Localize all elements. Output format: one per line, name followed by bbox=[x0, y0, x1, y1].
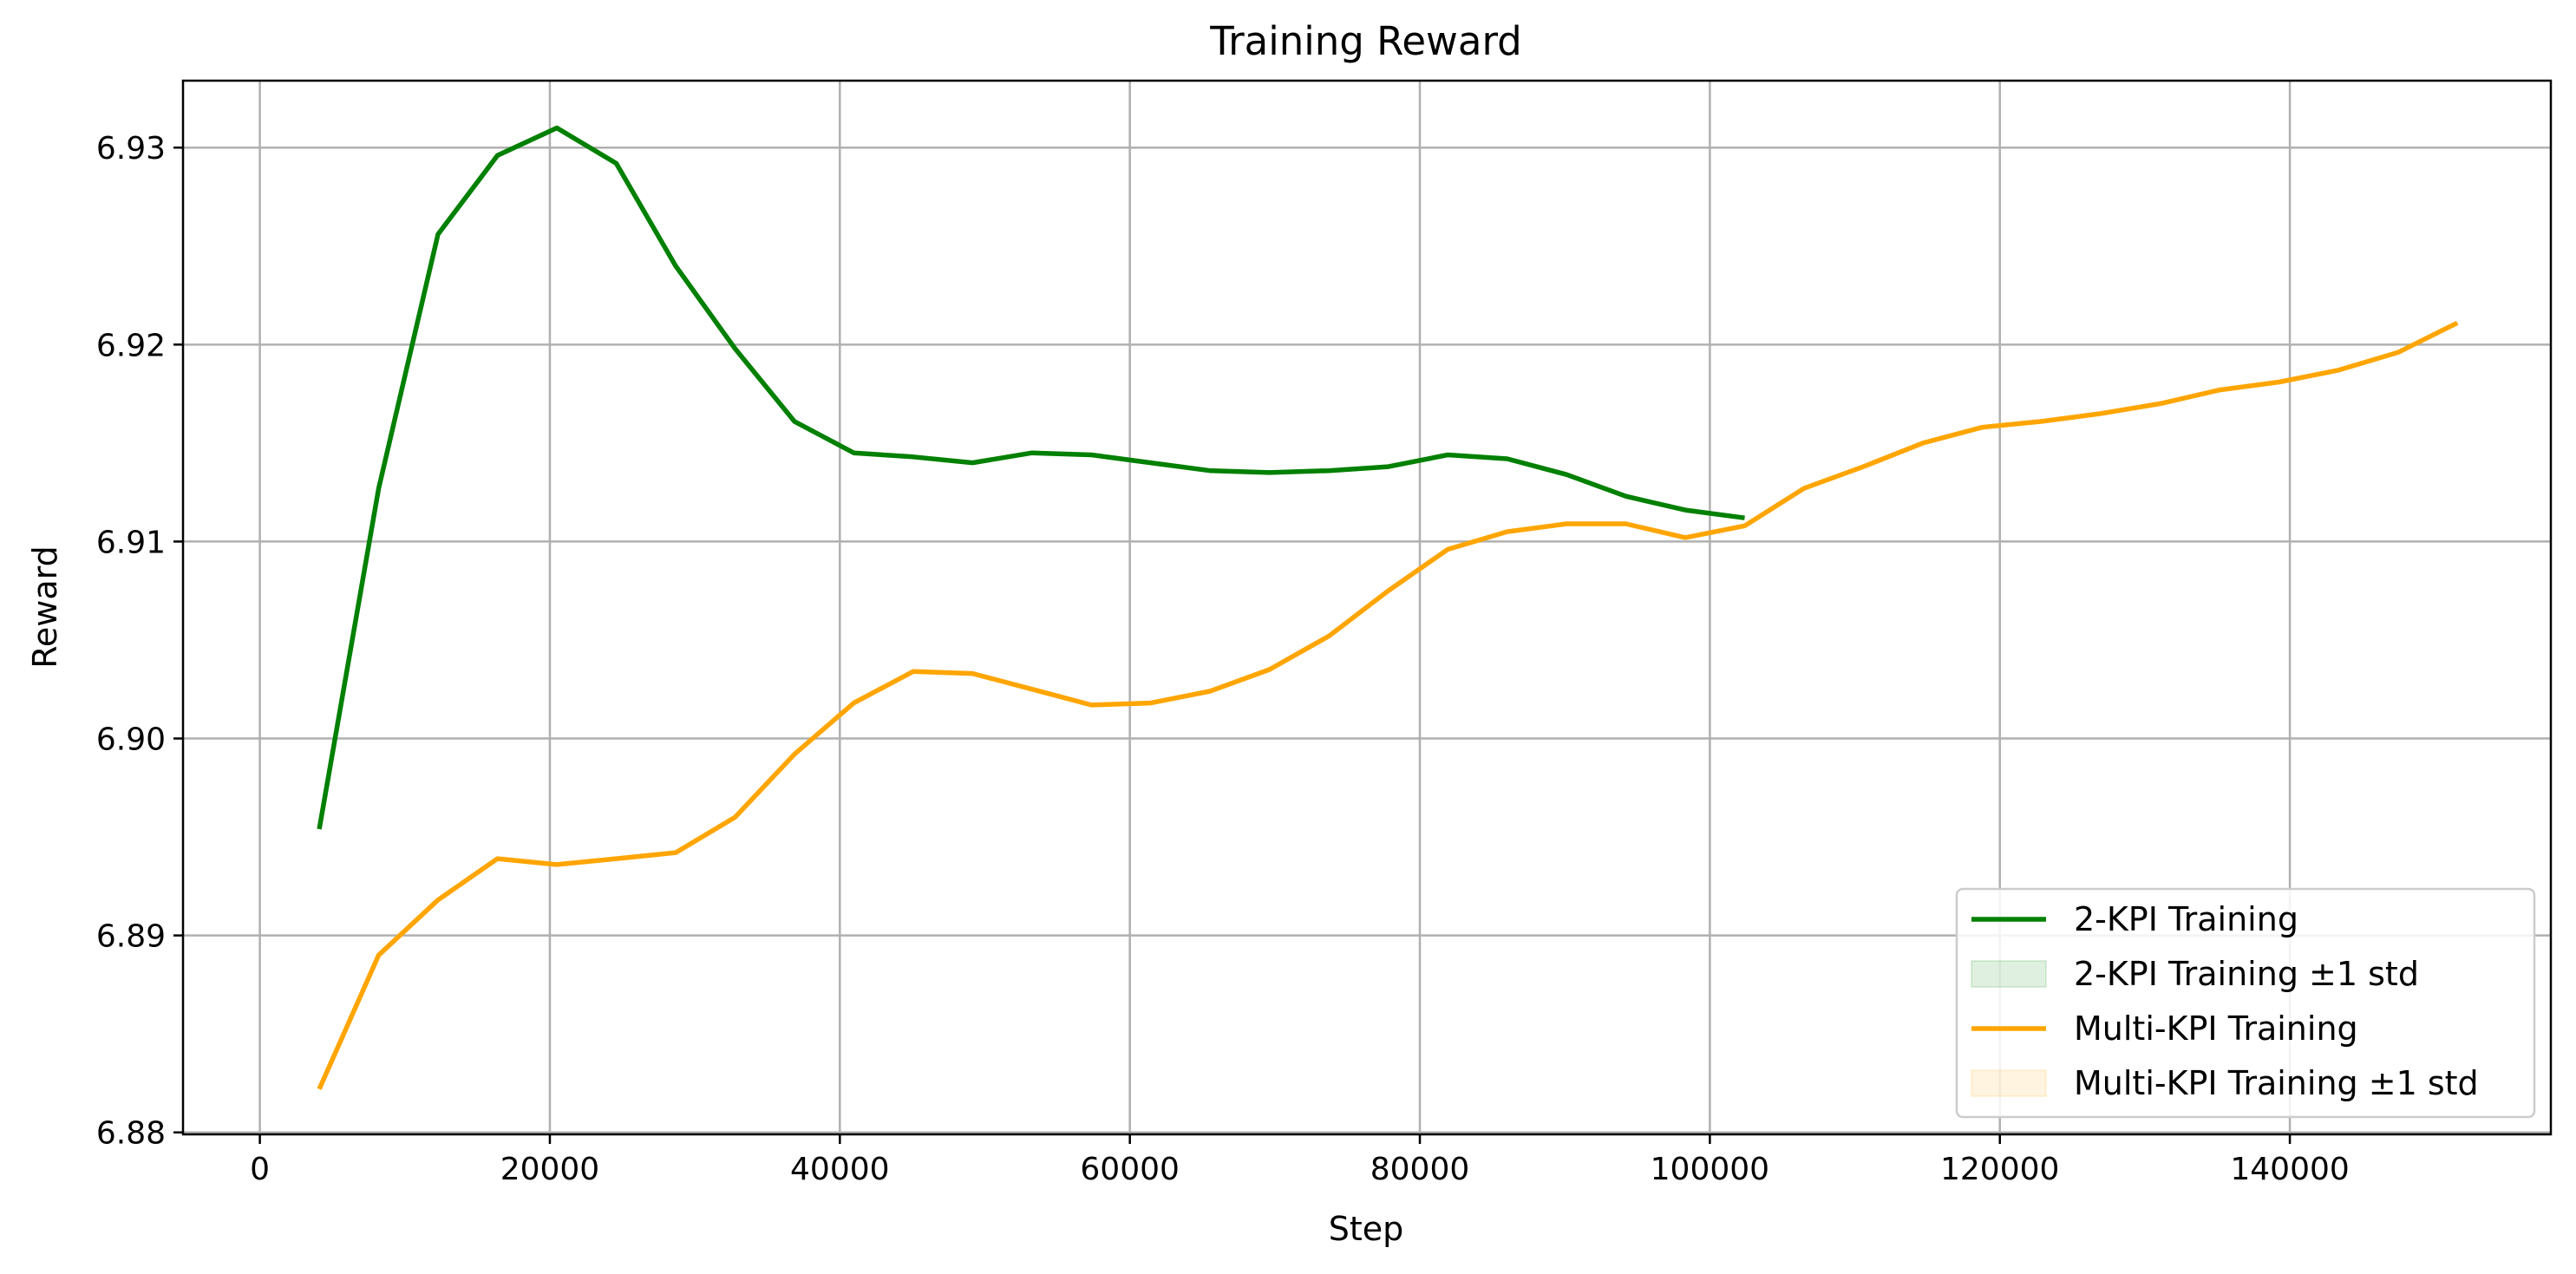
series-line-2-kpi-training bbox=[317, 125, 1745, 830]
series-layer bbox=[317, 125, 2459, 1090]
legend-label: 2-KPI Training bbox=[2074, 900, 2298, 938]
legend-box bbox=[1955, 887, 2536, 1119]
x-tick-label: 0 bbox=[250, 1152, 270, 1187]
y-tick-label: 6.89 bbox=[96, 919, 166, 955]
y-axis-ticks: 6.88 6.89 6.90 6.91 6.92 6.93 bbox=[96, 131, 183, 1152]
legend-patch-swatch bbox=[1971, 960, 2047, 988]
legend-label: Multi-KPI Training bbox=[2074, 1009, 2358, 1048]
series-line-multi-kpi-training bbox=[317, 320, 2459, 1090]
y-tick-label: 6.92 bbox=[96, 328, 166, 363]
plot-frame bbox=[181, 79, 2553, 1136]
x-axis-label: Step bbox=[1329, 1210, 1404, 1248]
y-tick-label: 6.88 bbox=[96, 1116, 166, 1152]
x-tick-label: 20000 bbox=[500, 1152, 600, 1187]
x-tick-label: 40000 bbox=[790, 1152, 890, 1187]
legend-patch-swatch bbox=[1971, 1069, 2047, 1097]
y-tick-label: 6.93 bbox=[96, 131, 166, 167]
legend: 2-KPI Training 2-KPI Training ±1 std Multi… bbox=[1955, 887, 2536, 1119]
x-tick-label: 60000 bbox=[1080, 1152, 1180, 1187]
x-tick-label: 120000 bbox=[1940, 1152, 2059, 1187]
x-tick-label: 80000 bbox=[1370, 1152, 1470, 1187]
y-tick-label: 6.90 bbox=[96, 722, 166, 758]
legend-label: Multi-KPI Training ±1 std bbox=[2074, 1064, 2479, 1102]
x-axis-ticks: 0 20000 40000 60000 80000 100000 120000 140000 bbox=[250, 1134, 2350, 1187]
chart-title: Training Reward bbox=[1209, 18, 1521, 64]
x-tick-label: 100000 bbox=[1651, 1152, 1769, 1187]
y-axis-label: Reward bbox=[26, 546, 64, 669]
x-tick-label: 140000 bbox=[2230, 1152, 2349, 1187]
y-tick-label: 6.91 bbox=[96, 525, 166, 560]
legend-label: 2-KPI Training ±1 std bbox=[2074, 955, 2419, 993]
